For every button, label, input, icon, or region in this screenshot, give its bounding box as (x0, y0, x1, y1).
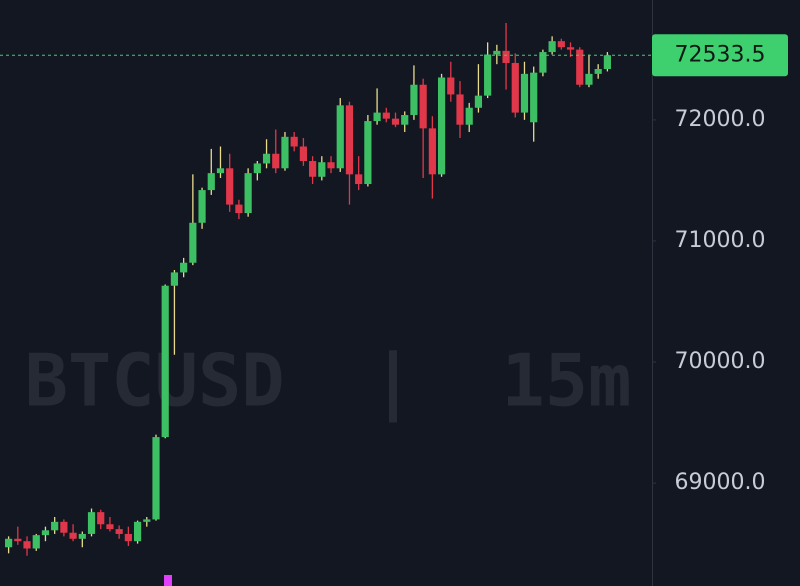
candle-body (456, 94, 464, 125)
candle-body (382, 112, 390, 119)
candle-body (207, 173, 215, 191)
y-tick-label: 70000.0 (675, 349, 766, 374)
candle-body (87, 512, 96, 534)
candle-body (78, 533, 86, 539)
candle-body (115, 529, 123, 534)
candle-body (290, 136, 298, 147)
candle-body (152, 437, 160, 520)
candle-body (226, 168, 234, 205)
candle-body (170, 272, 179, 286)
candle-body (576, 49, 584, 85)
candle-body (198, 190, 206, 223)
candle-body (318, 162, 326, 177)
candle-body (410, 84, 418, 116)
candle-body (465, 107, 473, 125)
candle-body (41, 530, 50, 536)
candle-body (447, 77, 455, 95)
candle-body (594, 69, 602, 74)
candle-body (244, 173, 252, 214)
candle-body (32, 535, 40, 549)
candle-body (373, 112, 381, 122)
candle-body (124, 533, 132, 542)
candle-body (502, 50, 510, 63)
candle-body (428, 128, 436, 175)
candle-body (345, 105, 354, 175)
candle-body (299, 146, 307, 162)
candle-body (530, 72, 538, 123)
candle-body (281, 136, 289, 169)
candle-body (161, 285, 169, 438)
candle-body (133, 521, 142, 542)
indicator-marker (164, 575, 172, 586)
candle-body (355, 174, 363, 185)
candle-body (539, 52, 547, 73)
candle-body (5, 538, 13, 548)
candle-body (603, 55, 611, 70)
candle-body (106, 524, 114, 530)
candle-body (336, 105, 344, 169)
candle-body (437, 77, 446, 175)
candle-body (235, 204, 243, 214)
candle-body (493, 50, 501, 55)
y-tick-label: 72000.0 (675, 107, 766, 132)
candle-body (262, 153, 271, 164)
candle-body (419, 84, 427, 129)
candle-body (520, 73, 529, 113)
candle-body (216, 168, 225, 174)
candle-body (23, 541, 31, 549)
candle-body (327, 162, 335, 169)
last-price-label: 72533.5 (675, 42, 766, 67)
candle-body (364, 121, 372, 185)
candle-body (69, 532, 77, 539)
candle-body (143, 519, 151, 522)
y-tick-label: 71000.0 (675, 228, 766, 253)
candle-body (51, 521, 59, 531)
watermark: BTCUSD | 15m (25, 339, 632, 424)
candle-body (566, 47, 575, 50)
candle-body (511, 62, 519, 113)
candle-body (401, 115, 409, 125)
candle-body (585, 73, 593, 85)
candle-body (14, 538, 22, 542)
candle-body (180, 262, 188, 273)
candle-body (391, 118, 400, 125)
candle-body (557, 41, 565, 48)
candle-body (97, 512, 105, 525)
y-tick-label: 69000.0 (675, 470, 766, 495)
candle-body (484, 54, 492, 96)
candle-body (309, 161, 317, 177)
candle-body (253, 163, 261, 174)
last-price-box (652, 34, 788, 77)
candle-body (474, 95, 483, 108)
candle-body (272, 153, 280, 169)
candle-body (189, 222, 197, 263)
candle-body (548, 41, 556, 53)
candle-body (60, 521, 68, 533)
